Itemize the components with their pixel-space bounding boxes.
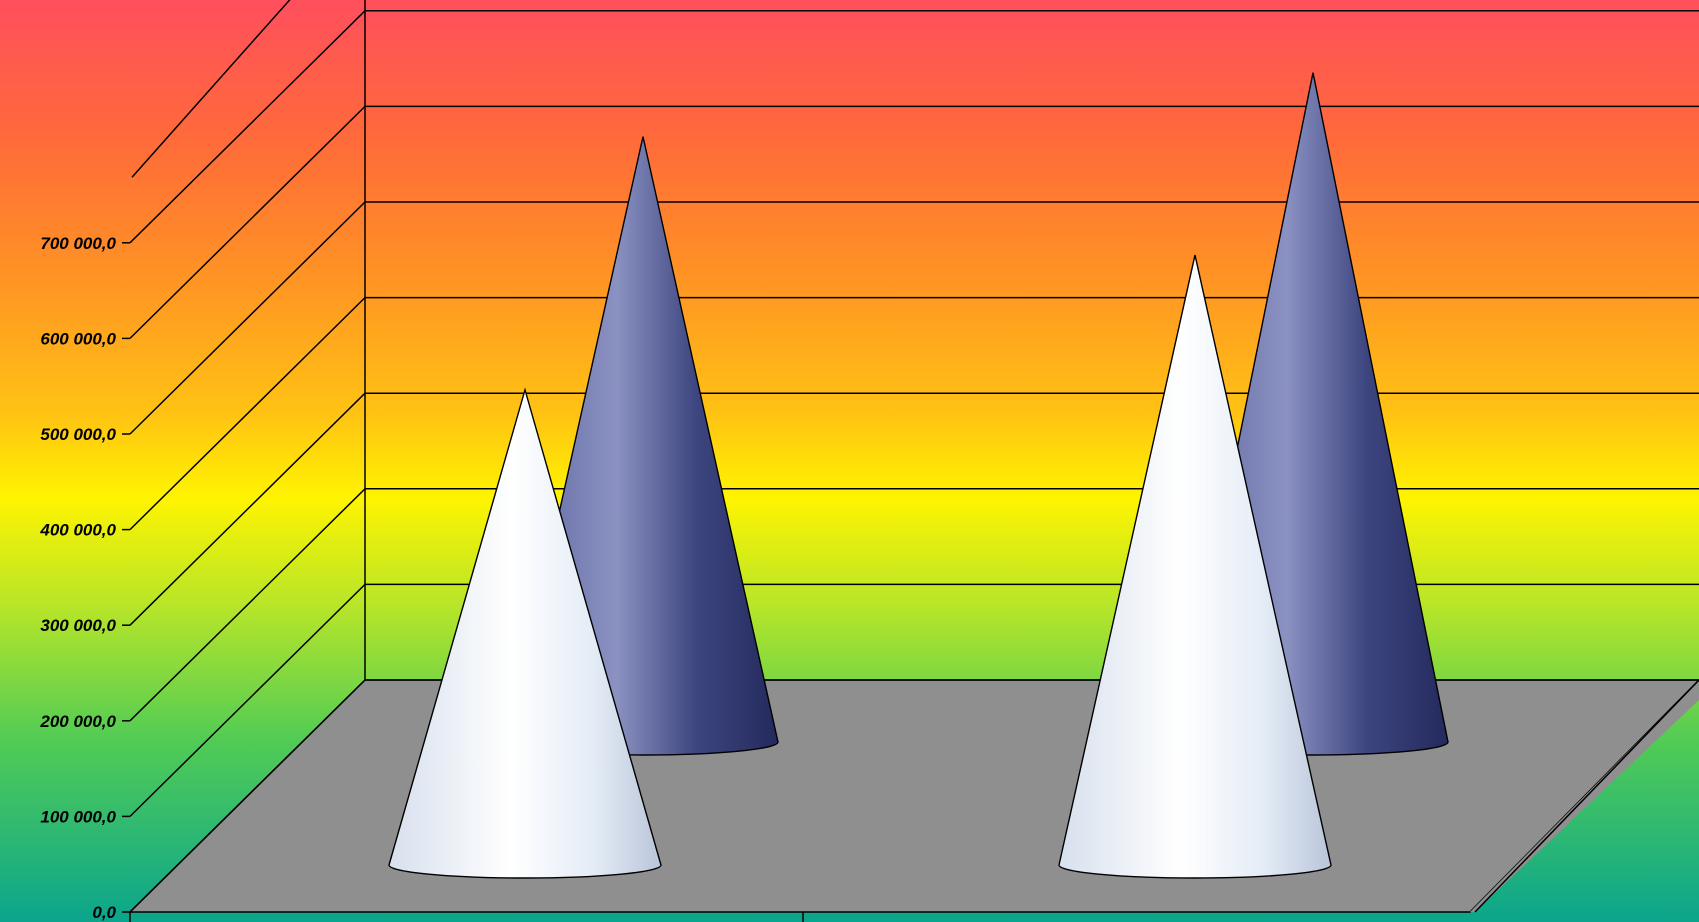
gridline-side (129, 488, 366, 722)
y-tick-label: 500 000,0 (40, 425, 116, 444)
y-tick-label: 300 000,0 (40, 616, 116, 635)
cone-series-1-category-1 (388, 387, 662, 879)
cone-marks (388, 72, 1449, 879)
floor-right-edge (1474, 679, 1699, 913)
floor (128, 679, 1699, 913)
y-tick-label: 200 000,0 (39, 712, 116, 731)
gridline-side (129, 105, 366, 339)
y-tick-label: 700 000,0 (40, 234, 116, 253)
grid-layer (122, 0, 1699, 922)
gridline-side (129, 297, 366, 531)
y-tick-label: 0,0 (92, 903, 116, 922)
gridline-side (131, 0, 291, 178)
gridline-side (129, 10, 366, 244)
y-axis-tick-labels: 0,0 100 000,0 200 000,0 300 000,0 400 000,0 5… (39, 234, 116, 922)
gridline-side (129, 201, 366, 435)
y-tick-label: 600 000,0 (40, 329, 116, 348)
gridline-side (129, 392, 366, 626)
gridline-side (129, 679, 366, 913)
y-tick-label: 400 000,0 (39, 521, 116, 540)
cone-series-1-category-2 (1058, 254, 1332, 879)
gridline-side (129, 583, 366, 817)
y-tick-label: 100 000,0 (40, 807, 116, 826)
floor-edge (1470, 680, 1699, 912)
